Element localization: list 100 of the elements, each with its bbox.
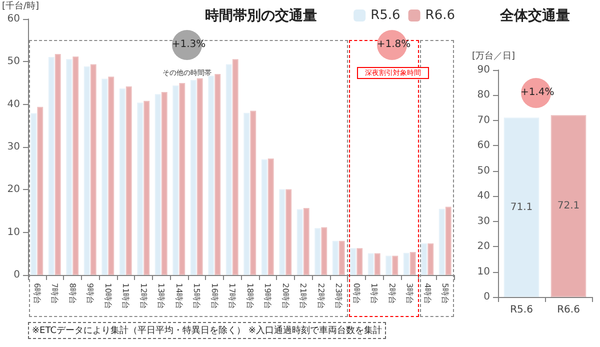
bar xyxy=(37,106,44,275)
bar xyxy=(386,256,392,275)
bar xyxy=(321,227,328,275)
x-tick-label: 6時台 xyxy=(32,283,42,304)
x-tick-label: 19時台 xyxy=(263,283,272,310)
y-tick-label: 40 xyxy=(477,190,490,202)
y-tick-label: 50 xyxy=(7,56,20,68)
x-tick-label: 3時台 xyxy=(405,283,414,304)
bar xyxy=(244,112,250,275)
bar xyxy=(445,206,452,275)
bar xyxy=(261,159,268,275)
x-tick-label: 2時台 xyxy=(387,283,396,304)
bar xyxy=(48,56,54,275)
bar xyxy=(303,208,310,275)
bar xyxy=(392,256,398,275)
y-tick-label: 40 xyxy=(7,98,20,110)
x-tick-label: 11時台 xyxy=(121,283,130,310)
bar xyxy=(90,64,96,275)
bar xyxy=(421,243,428,275)
bar xyxy=(428,243,434,275)
y-tick-label: 50 xyxy=(477,165,490,176)
y-tick-label: 30 xyxy=(7,142,20,152)
y-tick-label: 60 xyxy=(477,140,490,152)
y-tick-label: 10 xyxy=(7,226,20,238)
bar xyxy=(196,78,203,275)
data-label: 71.1 xyxy=(510,202,533,213)
bar xyxy=(208,76,214,275)
bar xyxy=(410,252,416,275)
bar xyxy=(403,252,410,275)
bar xyxy=(296,209,303,275)
bar xyxy=(232,59,238,275)
y-axis-title: [万台／日] xyxy=(472,50,516,62)
bar xyxy=(338,240,345,275)
bar xyxy=(179,83,186,275)
bar xyxy=(279,189,286,275)
y-tick-label: 0 xyxy=(484,292,490,302)
y-tick-label: 90 xyxy=(477,64,490,76)
y-tick-label: 10 xyxy=(477,266,490,278)
bar xyxy=(214,74,221,275)
bar xyxy=(54,54,61,275)
bar xyxy=(102,78,108,275)
bar xyxy=(30,113,37,275)
x-tick-label: 9時台 xyxy=(86,283,95,304)
bar xyxy=(190,80,196,275)
x-tick-label: 22時台 xyxy=(316,283,326,310)
bar xyxy=(172,86,179,275)
data-label: 72.1 xyxy=(557,200,580,212)
bar xyxy=(226,64,232,275)
y-tick-label: 70 xyxy=(477,114,490,126)
x-tick-label: 17時台 xyxy=(228,283,237,310)
bar xyxy=(438,208,445,275)
bar xyxy=(119,88,126,275)
x-tick-label: 10時台 xyxy=(103,283,112,310)
x-tick-label: R6.6 xyxy=(557,304,580,316)
legend-label: R6.6 xyxy=(425,8,456,23)
bar xyxy=(368,253,374,275)
x-tick-label: 13時台 xyxy=(156,283,166,310)
x-tick-label: 5時台 xyxy=(440,283,450,304)
bar xyxy=(126,86,132,275)
bar xyxy=(137,102,144,275)
y-tick-label: 0 xyxy=(14,270,20,280)
chart-title: 時間帯別の交通量 xyxy=(205,7,317,24)
x-tick-label: 0時台 xyxy=(352,283,361,304)
bar xyxy=(72,56,79,275)
x-tick-label: 21時台 xyxy=(298,283,308,310)
y-tick-label: 30 xyxy=(477,216,490,227)
x-tick-label: 4時台 xyxy=(422,283,432,304)
bar xyxy=(350,248,356,275)
bar xyxy=(314,228,321,275)
x-tick-label: 12時台 xyxy=(138,283,148,310)
bar xyxy=(144,100,150,275)
x-tick-label: 18時台 xyxy=(245,283,254,310)
y-tick-label: 80 xyxy=(477,90,490,101)
bar xyxy=(108,76,114,275)
bar xyxy=(332,240,338,275)
bar xyxy=(154,94,161,275)
legend-label: R5.6 xyxy=(370,8,400,23)
x-tick-label: 1時台 xyxy=(370,283,379,304)
chart-title: 全体交通量 xyxy=(499,7,570,24)
bar xyxy=(161,92,168,275)
y-axis-title: [千台/時] xyxy=(2,0,40,12)
x-tick-label: 16時台 xyxy=(210,283,219,310)
x-tick-label: 14時台 xyxy=(174,283,184,310)
x-tick-label: 23時台 xyxy=(334,283,344,310)
x-tick-label: 7時台 xyxy=(50,283,60,304)
text: ※ETCデータにより集計（平日平均・特異日を除く） ※入口通過時刻で車両台数を集計 xyxy=(28,322,386,339)
y-tick-label: 60 xyxy=(7,14,20,24)
x-tick-label: R5.6 xyxy=(510,304,533,316)
x-tick-label: 15時台 xyxy=(192,283,202,310)
bar xyxy=(268,158,274,275)
bar xyxy=(356,248,363,275)
x-tick-label: 20時台 xyxy=(280,283,290,310)
y-tick-label: 20 xyxy=(7,184,20,196)
bar xyxy=(84,66,90,275)
bar xyxy=(374,253,380,275)
bar xyxy=(250,110,256,275)
bar xyxy=(66,59,72,275)
x-tick-label: 8時台 xyxy=(68,283,77,304)
y-tick-label: 20 xyxy=(477,241,490,252)
bar xyxy=(286,189,292,275)
